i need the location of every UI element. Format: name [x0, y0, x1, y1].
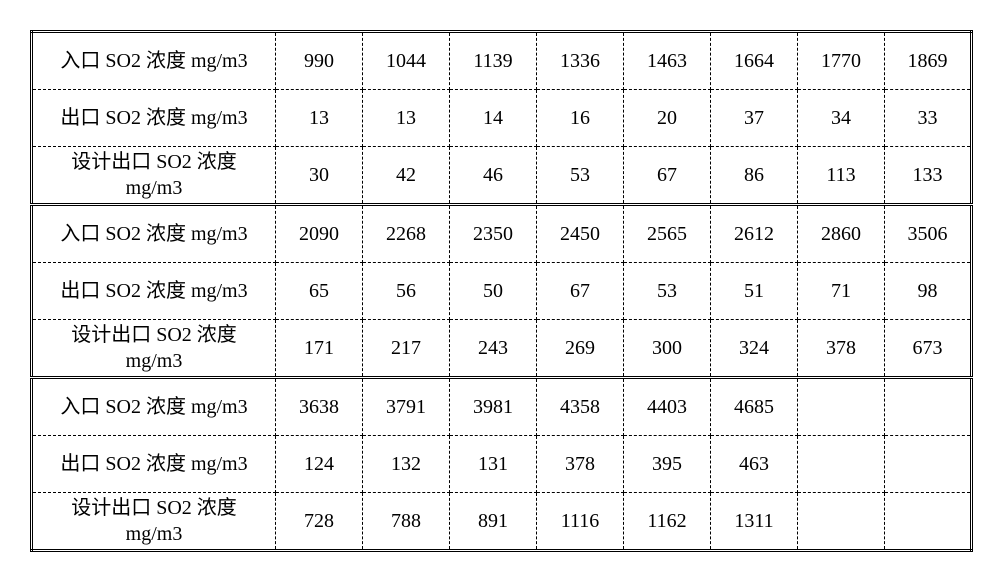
data-cell: 3981: [450, 378, 537, 436]
data-cell: 34: [798, 90, 885, 147]
data-cell: 37: [711, 90, 798, 147]
data-cell: 395: [624, 436, 711, 493]
row-label: 设计出口 SO2 浓度mg/m3: [32, 320, 276, 378]
data-cell: 2612: [711, 205, 798, 263]
row-label: 出口 SO2 浓度 mg/m3: [32, 263, 276, 320]
data-cell: 788: [363, 493, 450, 551]
row-label: 入口 SO2 浓度 mg/m3: [32, 205, 276, 263]
data-cell: 14: [450, 90, 537, 147]
data-cell: 98: [885, 263, 972, 320]
data-cell: 378: [798, 320, 885, 378]
data-cell: [798, 436, 885, 493]
data-cell: 46: [450, 147, 537, 205]
data-cell: 67: [624, 147, 711, 205]
data-cell: 113: [798, 147, 885, 205]
data-cell: 13: [363, 90, 450, 147]
data-cell: 1463: [624, 32, 711, 90]
data-cell: [798, 378, 885, 436]
data-cell: 13: [276, 90, 363, 147]
data-cell: 1139: [450, 32, 537, 90]
data-cell: 16: [537, 90, 624, 147]
data-cell: 1869: [885, 32, 972, 90]
data-cell: 1770: [798, 32, 885, 90]
data-cell: 1311: [711, 493, 798, 551]
data-cell: 50: [450, 263, 537, 320]
data-cell: 20: [624, 90, 711, 147]
data-cell: [885, 378, 972, 436]
data-cell: 463: [711, 436, 798, 493]
data-cell: 133: [885, 147, 972, 205]
row-label: 出口 SO2 浓度 mg/m3: [32, 436, 276, 493]
data-cell: 86: [711, 147, 798, 205]
data-cell: 1664: [711, 32, 798, 90]
data-cell: 673: [885, 320, 972, 378]
data-cell: 4403: [624, 378, 711, 436]
so2-concentration-table: 入口 SO2 浓度 mg/m39901044113913361463166417…: [30, 30, 970, 552]
data-cell: 1336: [537, 32, 624, 90]
data-cell: 1162: [624, 493, 711, 551]
data-cell: 33: [885, 90, 972, 147]
data-cell: 378: [537, 436, 624, 493]
data-cell: 3791: [363, 378, 450, 436]
table-row: 设计出口 SO2 浓度mg/m3728788891111611621311: [32, 493, 972, 551]
table-body: 入口 SO2 浓度 mg/m39901044113913361463166417…: [32, 32, 972, 551]
data-cell: 171: [276, 320, 363, 378]
data-cell: 2450: [537, 205, 624, 263]
data-cell: 132: [363, 436, 450, 493]
table-row: 入口 SO2 浓度 mg/m39901044113913361463166417…: [32, 32, 972, 90]
row-label: 设计出口 SO2 浓度mg/m3: [32, 493, 276, 551]
data-cell: 3506: [885, 205, 972, 263]
data-cell: 2350: [450, 205, 537, 263]
data-cell: 4358: [537, 378, 624, 436]
data-cell: 1044: [363, 32, 450, 90]
table-row: 入口 SO2 浓度 mg/m32090226823502450256526122…: [32, 205, 972, 263]
data-cell: 4685: [711, 378, 798, 436]
data-cell: 65: [276, 263, 363, 320]
data-cell: [885, 436, 972, 493]
data-cell: 131: [450, 436, 537, 493]
data-cell: 124: [276, 436, 363, 493]
data-cell: 2090: [276, 205, 363, 263]
row-label: 入口 SO2 浓度 mg/m3: [32, 32, 276, 90]
data-cell: [885, 493, 972, 551]
table-row: 出口 SO2 浓度 mg/m36556506753517198: [32, 263, 972, 320]
data-cell: 30: [276, 147, 363, 205]
data-cell: 1116: [537, 493, 624, 551]
data-cell: 300: [624, 320, 711, 378]
data-cell: 324: [711, 320, 798, 378]
table-row: 入口 SO2 浓度 mg/m3363837913981435844034685: [32, 378, 972, 436]
table-row: 设计出口 SO2 浓度mg/m3171217243269300324378673: [32, 320, 972, 378]
row-label: 设计出口 SO2 浓度mg/m3: [32, 147, 276, 205]
data-cell: 2268: [363, 205, 450, 263]
data-cell: 42: [363, 147, 450, 205]
data-cell: 2565: [624, 205, 711, 263]
table-row: 设计出口 SO2 浓度mg/m3304246536786113133: [32, 147, 972, 205]
data-cell: 990: [276, 32, 363, 90]
data-cell: 243: [450, 320, 537, 378]
row-label: 入口 SO2 浓度 mg/m3: [32, 378, 276, 436]
data-cell: 53: [624, 263, 711, 320]
data-cell: 67: [537, 263, 624, 320]
data-cell: 53: [537, 147, 624, 205]
data-cell: 71: [798, 263, 885, 320]
data-cell: 51: [711, 263, 798, 320]
data-cell: 3638: [276, 378, 363, 436]
data-cell: 891: [450, 493, 537, 551]
table-row: 出口 SO2 浓度 mg/m31313141620373433: [32, 90, 972, 147]
data-cell: [798, 493, 885, 551]
table-row: 出口 SO2 浓度 mg/m3124132131378395463: [32, 436, 972, 493]
data-cell: 728: [276, 493, 363, 551]
data-table: 入口 SO2 浓度 mg/m39901044113913361463166417…: [30, 30, 973, 552]
row-label: 出口 SO2 浓度 mg/m3: [32, 90, 276, 147]
data-cell: 269: [537, 320, 624, 378]
data-cell: 2860: [798, 205, 885, 263]
data-cell: 56: [363, 263, 450, 320]
data-cell: 217: [363, 320, 450, 378]
